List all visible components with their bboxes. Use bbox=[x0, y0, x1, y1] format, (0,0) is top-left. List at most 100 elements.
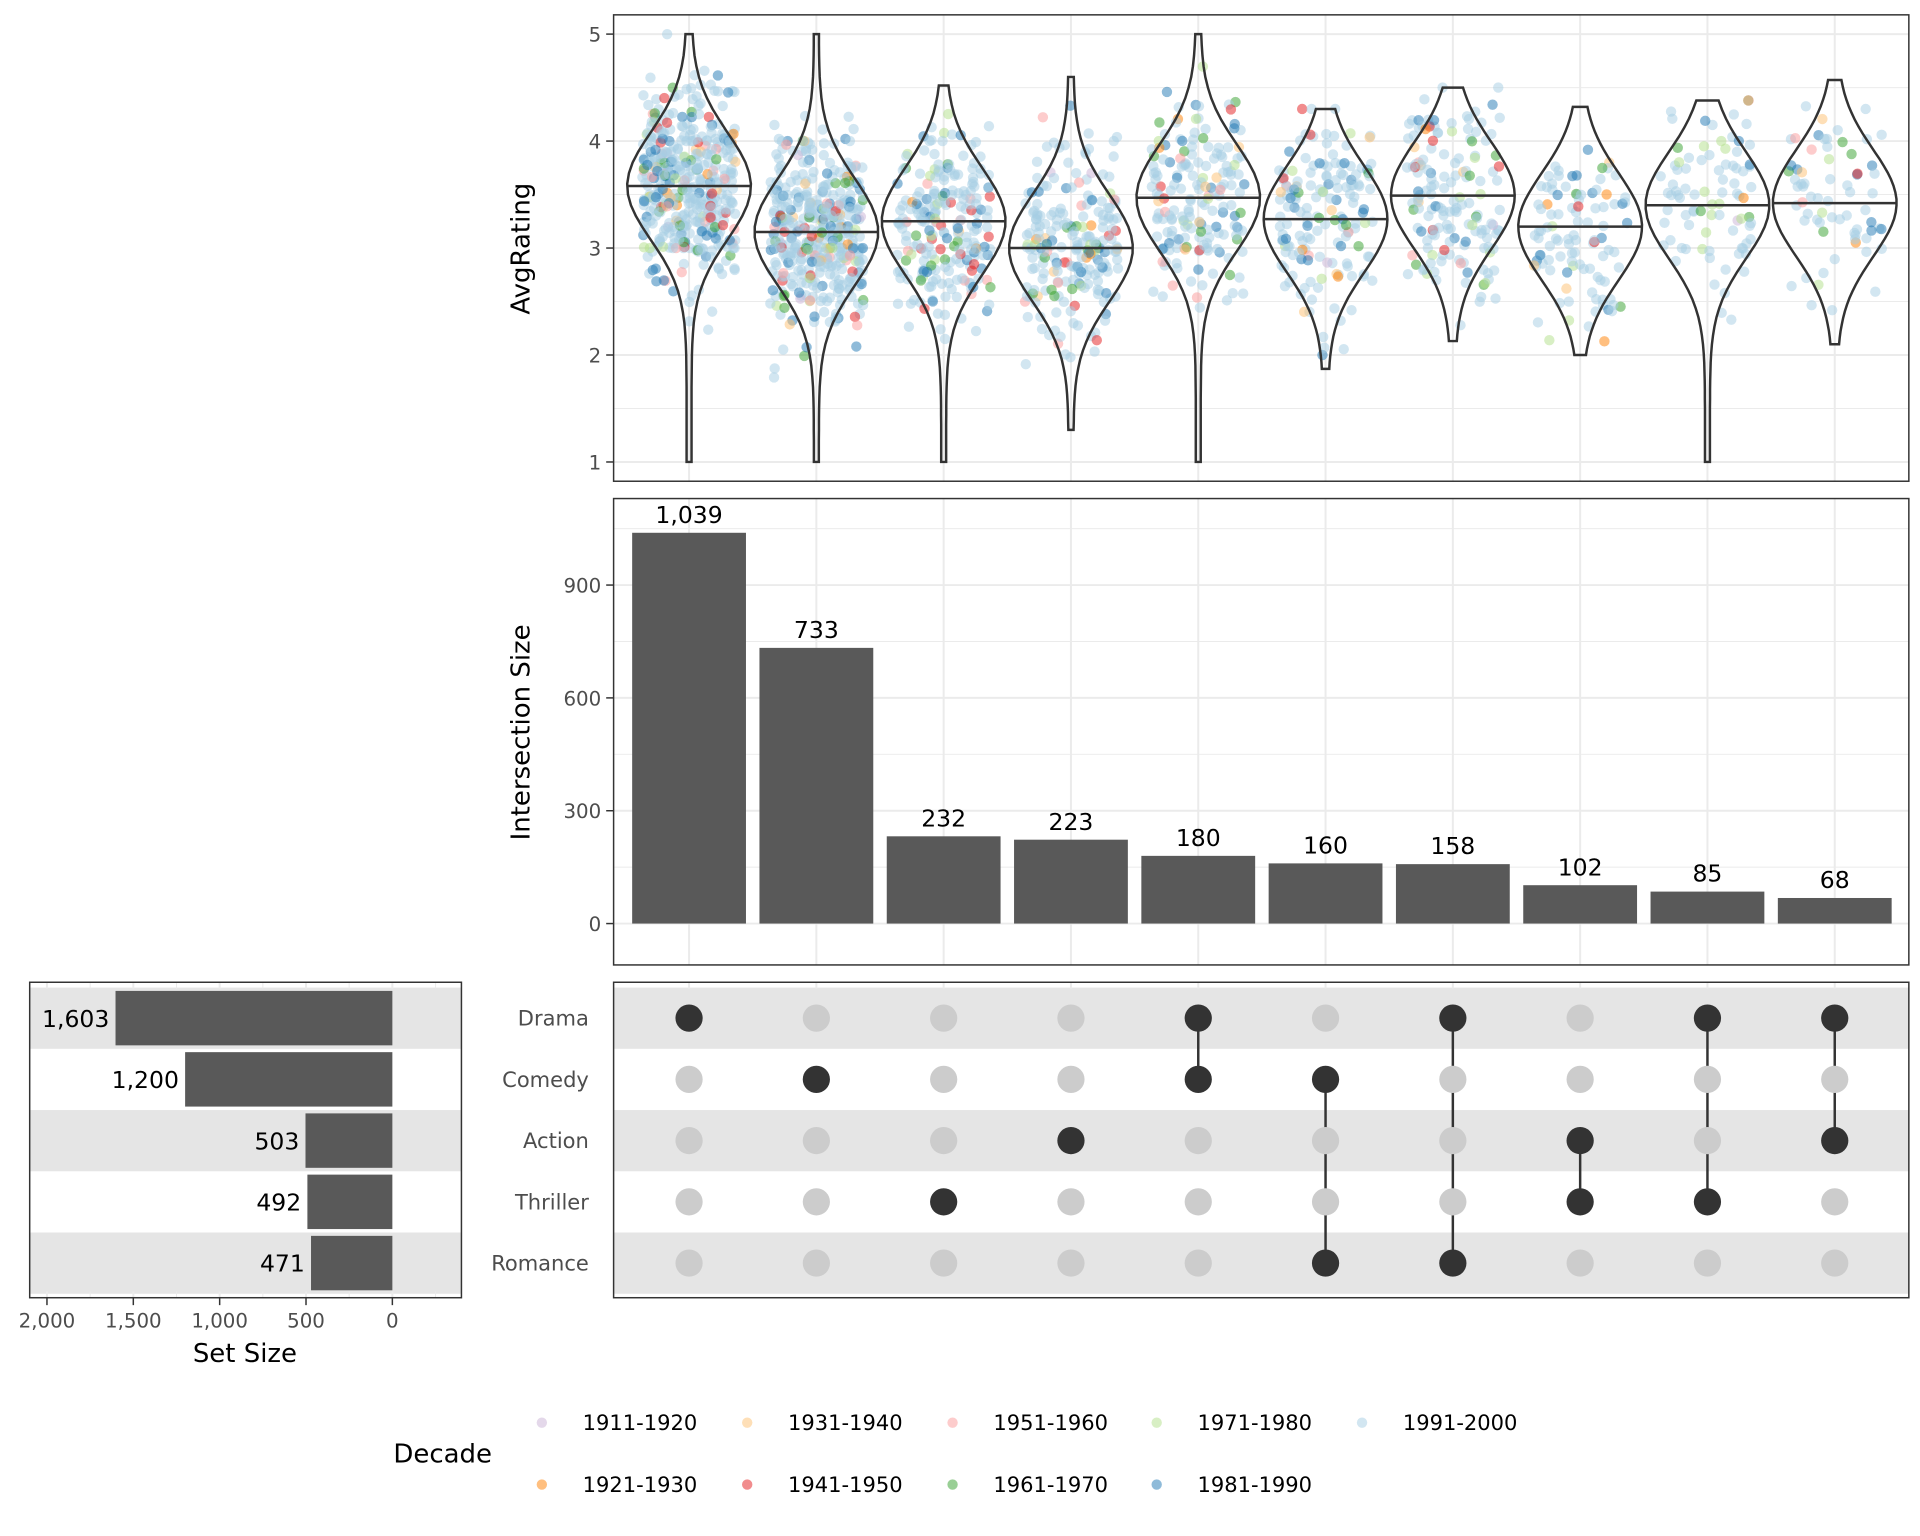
rating-point bbox=[1876, 223, 1887, 235]
matrix-dot-inactive bbox=[1693, 1126, 1722, 1155]
rating-point bbox=[1572, 216, 1584, 227]
intersection-bar-label: 102 bbox=[1558, 853, 1603, 881]
rating-point bbox=[1207, 205, 1218, 216]
matrix-dot-active bbox=[802, 1065, 830, 1093]
rating-point bbox=[1302, 255, 1314, 266]
set-name-label: Drama bbox=[518, 1006, 589, 1031]
rating-point bbox=[935, 243, 946, 255]
rating-point bbox=[1177, 135, 1188, 147]
rating-point bbox=[839, 177, 851, 189]
rating-point bbox=[1746, 181, 1757, 193]
rating-point bbox=[1420, 123, 1431, 135]
legend-item: 1911-1920 bbox=[536, 1410, 697, 1435]
rating-point bbox=[1325, 193, 1336, 204]
rating-point bbox=[1239, 179, 1250, 190]
rating-point bbox=[1200, 123, 1211, 135]
matrix-dot-inactive bbox=[1439, 1188, 1467, 1216]
rating-point bbox=[1169, 179, 1180, 190]
rating-point bbox=[767, 285, 779, 296]
rating-point bbox=[1846, 148, 1857, 160]
rating-point bbox=[937, 135, 948, 147]
legend-key-dot bbox=[947, 1479, 958, 1490]
rating-point bbox=[793, 287, 805, 298]
rating-point bbox=[1850, 229, 1861, 241]
rating-point bbox=[1709, 279, 1720, 290]
matrix-dot-inactive bbox=[1821, 1188, 1849, 1216]
y-tick-label: 2 bbox=[589, 344, 602, 367]
rating-point bbox=[1595, 173, 1606, 185]
rating-point bbox=[1403, 118, 1415, 130]
rating-point bbox=[943, 108, 954, 120]
rating-point bbox=[1822, 195, 1834, 207]
rating-point bbox=[1481, 232, 1493, 243]
rating-point bbox=[718, 163, 730, 175]
rating-point bbox=[669, 153, 680, 165]
rating-point bbox=[677, 121, 689, 132]
rating-point bbox=[1876, 129, 1887, 141]
rating-point bbox=[1175, 153, 1186, 164]
rating-panel: 1 2 3 4 5 AvgRating bbox=[506, 14, 1910, 482]
rating-point bbox=[692, 148, 703, 160]
rating-point bbox=[649, 108, 660, 119]
rating-point bbox=[1221, 295, 1233, 306]
legend-item-label: 1971-1980 bbox=[1198, 1410, 1313, 1435]
rating-point bbox=[1589, 235, 1600, 246]
rating-point bbox=[674, 160, 686, 172]
rating-point bbox=[1446, 118, 1457, 129]
rating-point bbox=[1714, 209, 1725, 221]
rating-point bbox=[1696, 154, 1707, 166]
rating-point bbox=[673, 89, 684, 100]
rating-point bbox=[778, 190, 789, 201]
rating-point bbox=[707, 306, 718, 317]
rating-point bbox=[706, 127, 717, 139]
rating-point bbox=[1328, 130, 1340, 142]
rating-point bbox=[1728, 109, 1739, 120]
rating-point bbox=[717, 100, 728, 112]
rating-point bbox=[1591, 184, 1602, 195]
rating-point bbox=[684, 187, 695, 199]
rating-point bbox=[1799, 215, 1810, 226]
rating-point bbox=[1800, 101, 1812, 112]
rating-point bbox=[1467, 219, 1478, 231]
rating-point bbox=[1176, 161, 1187, 172]
rating-point bbox=[967, 163, 978, 174]
rating-point bbox=[938, 174, 950, 186]
rating-point bbox=[1620, 192, 1631, 203]
rating-point bbox=[1237, 246, 1248, 257]
rating-point bbox=[678, 221, 689, 232]
rating-point bbox=[1494, 112, 1505, 123]
rating-point bbox=[954, 244, 965, 255]
rating-point bbox=[784, 319, 795, 330]
matrix-dot-active bbox=[1439, 1004, 1467, 1032]
rating-point bbox=[1575, 189, 1587, 201]
legend-item-label: 1951-1960 bbox=[993, 1410, 1108, 1435]
rating-point bbox=[659, 92, 670, 104]
rating-point bbox=[729, 242, 740, 254]
rating-point bbox=[804, 272, 815, 284]
rating-point bbox=[958, 150, 969, 161]
rating-point bbox=[929, 188, 941, 199]
rating-point bbox=[1819, 133, 1830, 145]
legend-key-dot bbox=[742, 1417, 753, 1428]
rating-point bbox=[1487, 99, 1498, 110]
matrix-dot-active bbox=[1184, 1004, 1212, 1032]
matrix-dot-active bbox=[1693, 1004, 1722, 1032]
intersection-bar-label: 180 bbox=[1176, 824, 1221, 852]
rating-point bbox=[1346, 304, 1357, 316]
rating-point bbox=[778, 267, 789, 279]
rating-point bbox=[1439, 171, 1450, 182]
rating-point bbox=[985, 282, 996, 293]
rating-point bbox=[1429, 179, 1440, 191]
intersection-bars bbox=[632, 532, 1892, 924]
rating-point bbox=[1024, 227, 1035, 239]
rating-point bbox=[1683, 219, 1695, 231]
rating-point bbox=[1493, 161, 1505, 172]
rating-point bbox=[1222, 142, 1234, 153]
rating-point bbox=[726, 197, 737, 208]
rating-point bbox=[817, 124, 828, 135]
rating-point bbox=[638, 196, 650, 207]
rating-point bbox=[650, 191, 662, 203]
rating-point bbox=[1860, 204, 1871, 216]
matrix-dot-inactive bbox=[1184, 1126, 1212, 1155]
rating-point bbox=[969, 225, 980, 237]
